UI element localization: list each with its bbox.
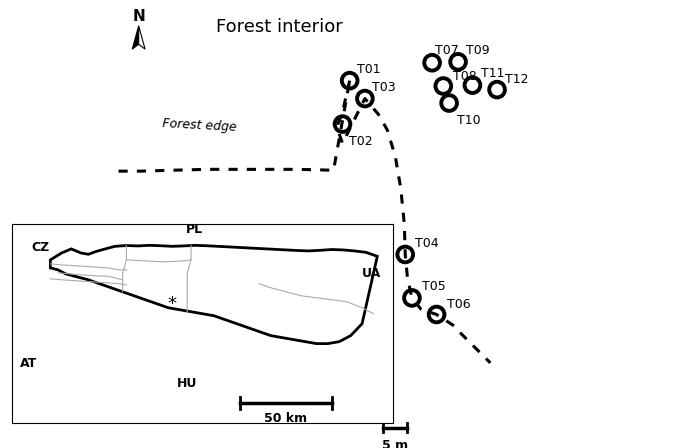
Text: UA: UA	[362, 267, 381, 280]
Text: T11: T11	[481, 67, 504, 81]
Text: AT: AT	[20, 357, 37, 370]
Polygon shape	[51, 246, 377, 344]
Text: 50 km: 50 km	[264, 413, 308, 426]
Text: T05: T05	[422, 280, 446, 293]
Text: T03: T03	[372, 81, 395, 94]
Text: HU: HU	[177, 377, 197, 390]
Text: T10: T10	[458, 113, 481, 127]
Text: *: *	[168, 295, 177, 313]
Text: PL: PL	[186, 224, 203, 237]
Text: N: N	[132, 9, 145, 24]
Text: T01: T01	[357, 63, 380, 76]
Text: 5 m: 5 m	[382, 439, 408, 448]
Polygon shape	[138, 26, 145, 49]
Text: Forest edge: Forest edge	[162, 117, 236, 134]
Polygon shape	[132, 26, 138, 49]
Text: T04: T04	[415, 237, 439, 250]
Text: T09: T09	[466, 43, 490, 57]
Text: Forest interior: Forest interior	[216, 18, 343, 36]
Text: T02: T02	[349, 134, 373, 148]
Text: T06: T06	[447, 298, 471, 311]
Text: T12: T12	[506, 73, 529, 86]
Text: CZ: CZ	[32, 241, 49, 254]
Polygon shape	[119, 81, 566, 448]
Text: T08: T08	[453, 69, 477, 83]
Text: T07: T07	[434, 43, 458, 57]
